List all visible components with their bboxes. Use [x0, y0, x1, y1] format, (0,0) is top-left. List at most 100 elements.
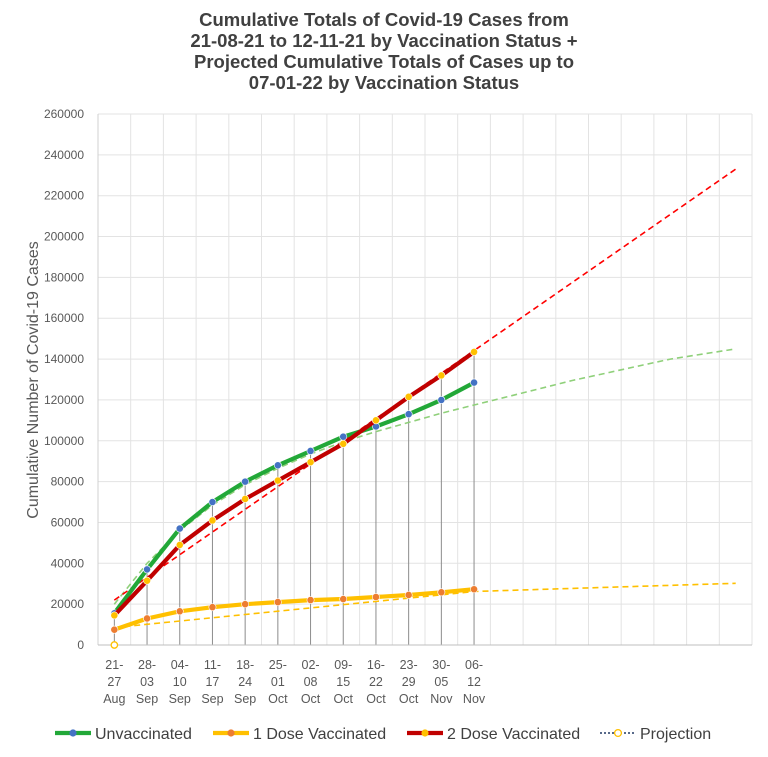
- legend-label: 2 Dose Vaccinated: [447, 726, 580, 743]
- x-tick-label: 08: [304, 675, 318, 689]
- x-tick-label: 16-: [367, 658, 385, 672]
- chart-title-line: Projected Cumulative Totals of Cases up …: [194, 51, 574, 72]
- x-tick-label: 22: [369, 675, 383, 689]
- x-tick-label: Oct: [366, 692, 386, 706]
- data-point: [175, 607, 184, 616]
- data-point: [208, 498, 217, 506]
- x-tick-label: 15: [336, 675, 350, 689]
- data-point: [143, 576, 151, 585]
- data-point: [175, 524, 184, 533]
- x-tick-label: Oct: [399, 692, 419, 706]
- data-point: [241, 495, 250, 503]
- legend-swatch-marker: [227, 729, 235, 737]
- data-point: [241, 477, 250, 486]
- x-axis: 21- 27 Aug 28- 03 Sep 04- 10 Sep 11- 17 Sep 18- 24 Sep…: [98, 644, 752, 706]
- x-tick-label: Oct: [334, 692, 354, 706]
- y-tick-label: 80000: [51, 475, 85, 489]
- x-tick-label: 29: [402, 675, 416, 689]
- x-tick-label: 04-: [171, 658, 189, 672]
- data-point: [470, 348, 478, 356]
- x-tick-label: 28-: [138, 658, 156, 672]
- x-tick-label: 25-: [269, 658, 287, 672]
- x-tick-label: Sep: [201, 692, 223, 706]
- x-tick-label: Oct: [268, 692, 288, 706]
- data-point: [437, 396, 446, 404]
- data-point: [339, 439, 348, 448]
- data-point: [273, 476, 282, 485]
- x-tick-label: Nov: [430, 692, 453, 706]
- y-tick-label: 180000: [44, 270, 84, 284]
- data-point: [339, 595, 348, 603]
- data-point: [404, 392, 413, 401]
- projection-marker: [110, 641, 119, 649]
- legend-label: Projection: [640, 726, 711, 743]
- y-tick-label: 260000: [44, 107, 84, 121]
- y-tick-label: 40000: [51, 556, 85, 570]
- data-point: [143, 565, 151, 574]
- data-point: [241, 600, 250, 609]
- x-tick-label: 06-: [465, 658, 483, 672]
- data-point: [306, 596, 315, 604]
- x-tick-label: Sep: [169, 692, 191, 706]
- series-line: [112, 349, 477, 618]
- y-tick-label: 100000: [44, 434, 84, 448]
- y-tick-label: 140000: [44, 352, 84, 366]
- y-tick-label: 200000: [44, 230, 84, 244]
- x-tick-label: 11-: [204, 658, 221, 672]
- x-tick-label: 05: [434, 675, 448, 689]
- data-point: [372, 593, 380, 601]
- data-point: [208, 603, 217, 612]
- x-tick-label: 01: [271, 675, 285, 689]
- data-point: [273, 598, 282, 607]
- chart-legend: Unvaccinated 1 Dose Vaccinated 2 Dose Vacc…: [55, 726, 711, 743]
- x-tick-label: Sep: [136, 692, 158, 706]
- chart-title-line: Cumulative Totals of Covid-19 Cases from: [199, 9, 569, 30]
- data-point: [208, 516, 217, 525]
- x-tick-label: 17: [205, 675, 219, 689]
- data-point: [470, 585, 478, 594]
- chart-title-line: 07-01-22 by Vaccination Status: [249, 72, 519, 93]
- chart-title: Cumulative Totals of Covid-19 Cases from…: [190, 9, 577, 93]
- chart-gridlines: [97, 113, 753, 646]
- y-tick-label: 120000: [44, 393, 84, 407]
- legend-label: 1 Dose Vaccinated: [253, 726, 386, 743]
- x-tick-label: 23-: [400, 658, 418, 672]
- x-tick-label: Aug: [103, 692, 125, 706]
- data-point: [339, 432, 348, 441]
- x-tick-label: Nov: [463, 692, 486, 706]
- y-tick-label: 160000: [44, 311, 84, 325]
- y-axis: 0 20000 40000 60000 80000 100000 120000 140000 1…: [44, 107, 99, 652]
- x-tick-label: 03: [140, 675, 154, 689]
- x-tick-label: Oct: [301, 692, 321, 706]
- chart-title-line: 21-08-21 to 12-11-21 by Vaccination Stat…: [190, 30, 577, 51]
- x-tick-label: 18-: [236, 658, 254, 672]
- data-point: [470, 378, 478, 387]
- legend-label: Unvaccinated: [95, 726, 192, 743]
- legend-swatch-marker: [421, 729, 429, 737]
- data-point: [110, 611, 119, 620]
- data-point: [437, 371, 446, 380]
- data-point: [306, 447, 315, 455]
- x-tick-label: 21-: [105, 658, 123, 672]
- y-tick-label: 60000: [51, 515, 85, 529]
- series-line: [112, 380, 477, 616]
- data-series: [110, 348, 478, 634]
- data-point: [372, 416, 380, 425]
- x-tick-label: 10: [173, 675, 187, 689]
- y-tick-label: 0: [77, 638, 84, 652]
- legend-swatch-marker: [613, 728, 623, 738]
- x-tick-label: Sep: [234, 692, 256, 706]
- series-line: [112, 587, 477, 632]
- x-tick-label: 27: [107, 675, 121, 689]
- x-tick-label: 12: [467, 675, 481, 689]
- x-tick-label: 09-: [334, 658, 352, 672]
- y-axis-label: Cumulative Number of Covid-19 Cases: [25, 241, 42, 518]
- projection-line: [113, 348, 736, 605]
- x-tick-label: 30-: [432, 658, 450, 672]
- data-point: [273, 461, 282, 470]
- data-point: [404, 591, 413, 599]
- x-tick-label: 24: [238, 675, 252, 689]
- y-tick-label: 220000: [44, 189, 84, 203]
- projection-line: [113, 168, 737, 601]
